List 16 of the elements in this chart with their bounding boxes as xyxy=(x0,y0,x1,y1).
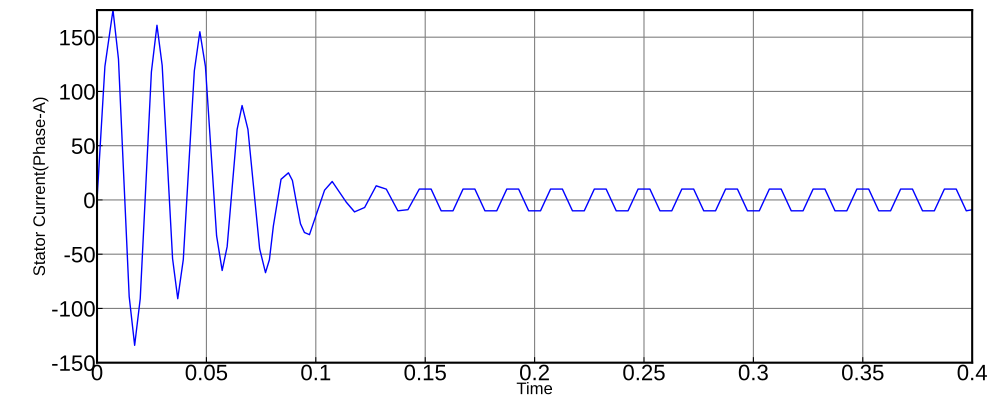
x-tick-label: 0.2 xyxy=(520,364,549,380)
x-tick-label: 0.3 xyxy=(738,364,768,380)
x-tick-label: 0.05 xyxy=(186,364,228,380)
x-tick-label: 0.35 xyxy=(842,364,884,380)
y-tick-label: -50 xyxy=(64,246,95,262)
x-tick-label: 0.25 xyxy=(623,364,665,380)
y-tick-label: 0 xyxy=(84,192,95,208)
y-tick-label: 100 xyxy=(60,84,95,100)
x-tick-label: 0.4 xyxy=(958,364,987,380)
y-tick-label: -100 xyxy=(52,300,95,317)
x-tick-label: 0.15 xyxy=(404,364,446,380)
y-axis-title: Stator Current(Phase-A) xyxy=(32,98,48,276)
x-axis-title: Time xyxy=(516,382,552,394)
y-tick-label: 150 xyxy=(60,30,95,46)
x-tick-label: 0.1 xyxy=(301,364,330,380)
y-tick-label: 50 xyxy=(72,138,95,154)
